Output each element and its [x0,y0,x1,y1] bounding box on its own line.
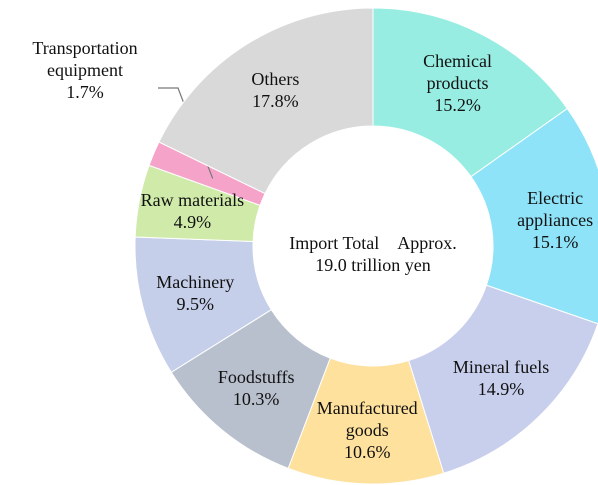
label-line: 4.9% [173,211,212,232]
slice-label: Foodstuffs 10.3% [196,366,316,410]
center-label: Import Total Approx. 19.0 trillion yen [289,232,456,276]
label-line: Chemical products [423,50,493,93]
label-line: Raw materials [140,189,245,210]
label-line: 1.7% [66,82,104,102]
label-line: Manufactured goods [316,397,418,440]
donut-slice [372,7,568,178]
slice-label: Manufactured goods 10.6% [307,397,427,463]
slice-label: Mineral fuels 14.9% [441,356,561,400]
label-line: Mineral fuels [452,357,550,378]
label-line: Machinery [156,272,235,293]
label-line: 10.6% [343,441,391,462]
slice-label: Machinery 9.5% [135,271,255,315]
label-line: Import Total Approx. [289,233,457,253]
donut-slice [470,107,598,325]
slice-label: Chemical products 15.2% [398,50,518,116]
label-line: 15.2% [434,94,481,115]
slice-label: Transportation equipment 1.7% [10,37,160,103]
donut-slice [158,7,374,195]
label-line: Others [251,69,300,90]
label-line: 10.3% [232,389,280,410]
slice-label: Raw materials 4.9% [132,189,252,233]
slice-label: Others 17.8% [215,68,335,112]
label-line: 19.0 trillion yen [315,255,431,275]
label-line: Transportation equipment [32,38,138,80]
label-line: 17.8% [252,91,299,112]
label-line: 9.5% [176,294,214,315]
label-line: Electric appliances [517,188,594,231]
donut-slice [408,284,598,474]
label-line: Foodstuffs [217,367,295,388]
label-line: 14.9% [477,379,525,400]
label-line: 15.1% [531,232,579,253]
slice-label: Electric appliances 15.1% [495,187,598,253]
